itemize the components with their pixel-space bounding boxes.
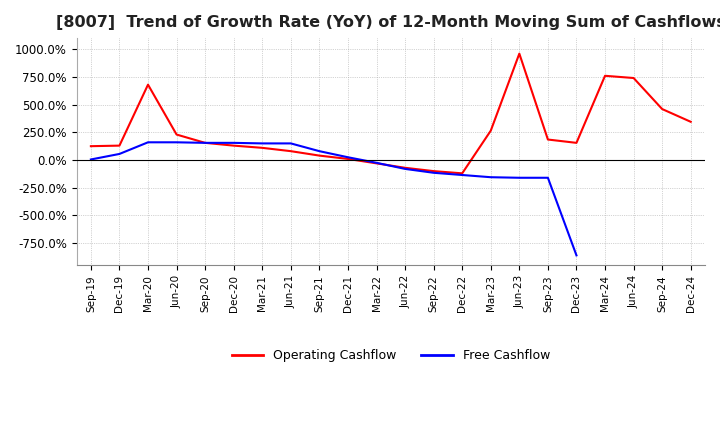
Free Cashflow	[201, 140, 210, 146]
Operating Cashflow	[315, 153, 324, 158]
Free Cashflow	[287, 141, 295, 146]
Free Cashflow	[544, 175, 552, 180]
Operating Cashflow	[86, 143, 95, 149]
Free Cashflow	[258, 141, 266, 146]
Free Cashflow	[172, 139, 181, 145]
Operating Cashflow	[201, 140, 210, 146]
Title: [8007]  Trend of Growth Rate (YoY) of 12-Month Moving Sum of Cashflows: [8007] Trend of Growth Rate (YoY) of 12-…	[56, 15, 720, 30]
Free Cashflow	[115, 151, 124, 157]
Operating Cashflow	[515, 51, 523, 56]
Free Cashflow	[487, 175, 495, 180]
Free Cashflow	[401, 166, 410, 172]
Line: Operating Cashflow: Operating Cashflow	[91, 54, 690, 173]
Operating Cashflow	[544, 137, 552, 142]
Operating Cashflow	[372, 161, 381, 166]
Operating Cashflow	[172, 132, 181, 137]
Free Cashflow	[315, 149, 324, 154]
Operating Cashflow	[600, 73, 609, 78]
Operating Cashflow	[115, 143, 124, 148]
Operating Cashflow	[230, 143, 238, 148]
Operating Cashflow	[629, 75, 638, 81]
Operating Cashflow	[343, 156, 352, 161]
Free Cashflow	[343, 154, 352, 160]
Operating Cashflow	[658, 106, 667, 112]
Free Cashflow	[230, 140, 238, 146]
Line: Free Cashflow: Free Cashflow	[91, 142, 577, 255]
Free Cashflow	[144, 139, 153, 145]
Operating Cashflow	[686, 119, 695, 125]
Legend: Operating Cashflow, Free Cashflow: Operating Cashflow, Free Cashflow	[227, 344, 555, 367]
Operating Cashflow	[572, 140, 581, 146]
Operating Cashflow	[144, 82, 153, 87]
Free Cashflow	[429, 170, 438, 176]
Free Cashflow	[572, 253, 581, 258]
Operating Cashflow	[287, 149, 295, 154]
Operating Cashflow	[487, 128, 495, 133]
Operating Cashflow	[458, 171, 467, 176]
Free Cashflow	[515, 175, 523, 180]
Operating Cashflow	[258, 145, 266, 150]
Free Cashflow	[458, 172, 467, 178]
Operating Cashflow	[401, 165, 410, 170]
Operating Cashflow	[429, 169, 438, 174]
Free Cashflow	[372, 160, 381, 165]
Free Cashflow	[86, 157, 95, 162]
